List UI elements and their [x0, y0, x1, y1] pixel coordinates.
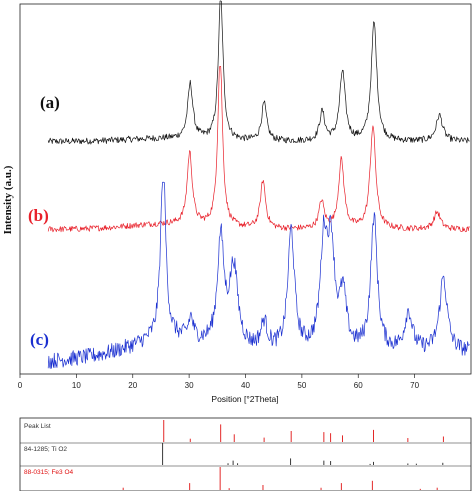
reference-frame: [19, 417, 472, 491]
x-axis-ticks: 0 10 20 30 40 50 60 70: [18, 374, 420, 390]
series-label-c: (c): [30, 330, 49, 349]
series-label-a: (a): [40, 93, 60, 112]
series-line-c: [47, 181, 470, 369]
series-layer: [47, 0, 470, 369]
x-tick-label: 0: [18, 381, 23, 390]
reference-label-fe3o4: 88-0315; Fe3 O4: [24, 469, 74, 476]
series-label-b: (b): [28, 206, 49, 225]
x-tick-label: 70: [410, 381, 419, 390]
x-axis-title: Position [°2Theta]: [211, 394, 278, 404]
reference-label-tio2: 84-1285; Ti O2: [24, 446, 67, 453]
y-axis-title: Intensity (a.u.): [2, 165, 14, 234]
x-tick-label: 50: [297, 381, 306, 390]
x-tick-label: 10: [72, 381, 81, 390]
reference-panel: Peak List 84-1285; Ti O2 88-0315; Fe3 O4: [19, 417, 472, 491]
series-line-b: [47, 66, 470, 233]
x-tick-label: 60: [354, 381, 363, 390]
main-plot: 0 10 20 30 40 50 60 70 Position [°2Theta] Inten…: [2, 0, 472, 404]
x-tick-label: 20: [128, 381, 137, 390]
plot-frame: [19, 3, 472, 375]
reference-sticks: [122, 420, 444, 490]
x-tick-label: 30: [185, 381, 194, 390]
x-tick-label: 40: [241, 381, 250, 390]
series-line-a: [47, 0, 470, 145]
reference-label-peak-list: Peak List: [24, 423, 51, 430]
